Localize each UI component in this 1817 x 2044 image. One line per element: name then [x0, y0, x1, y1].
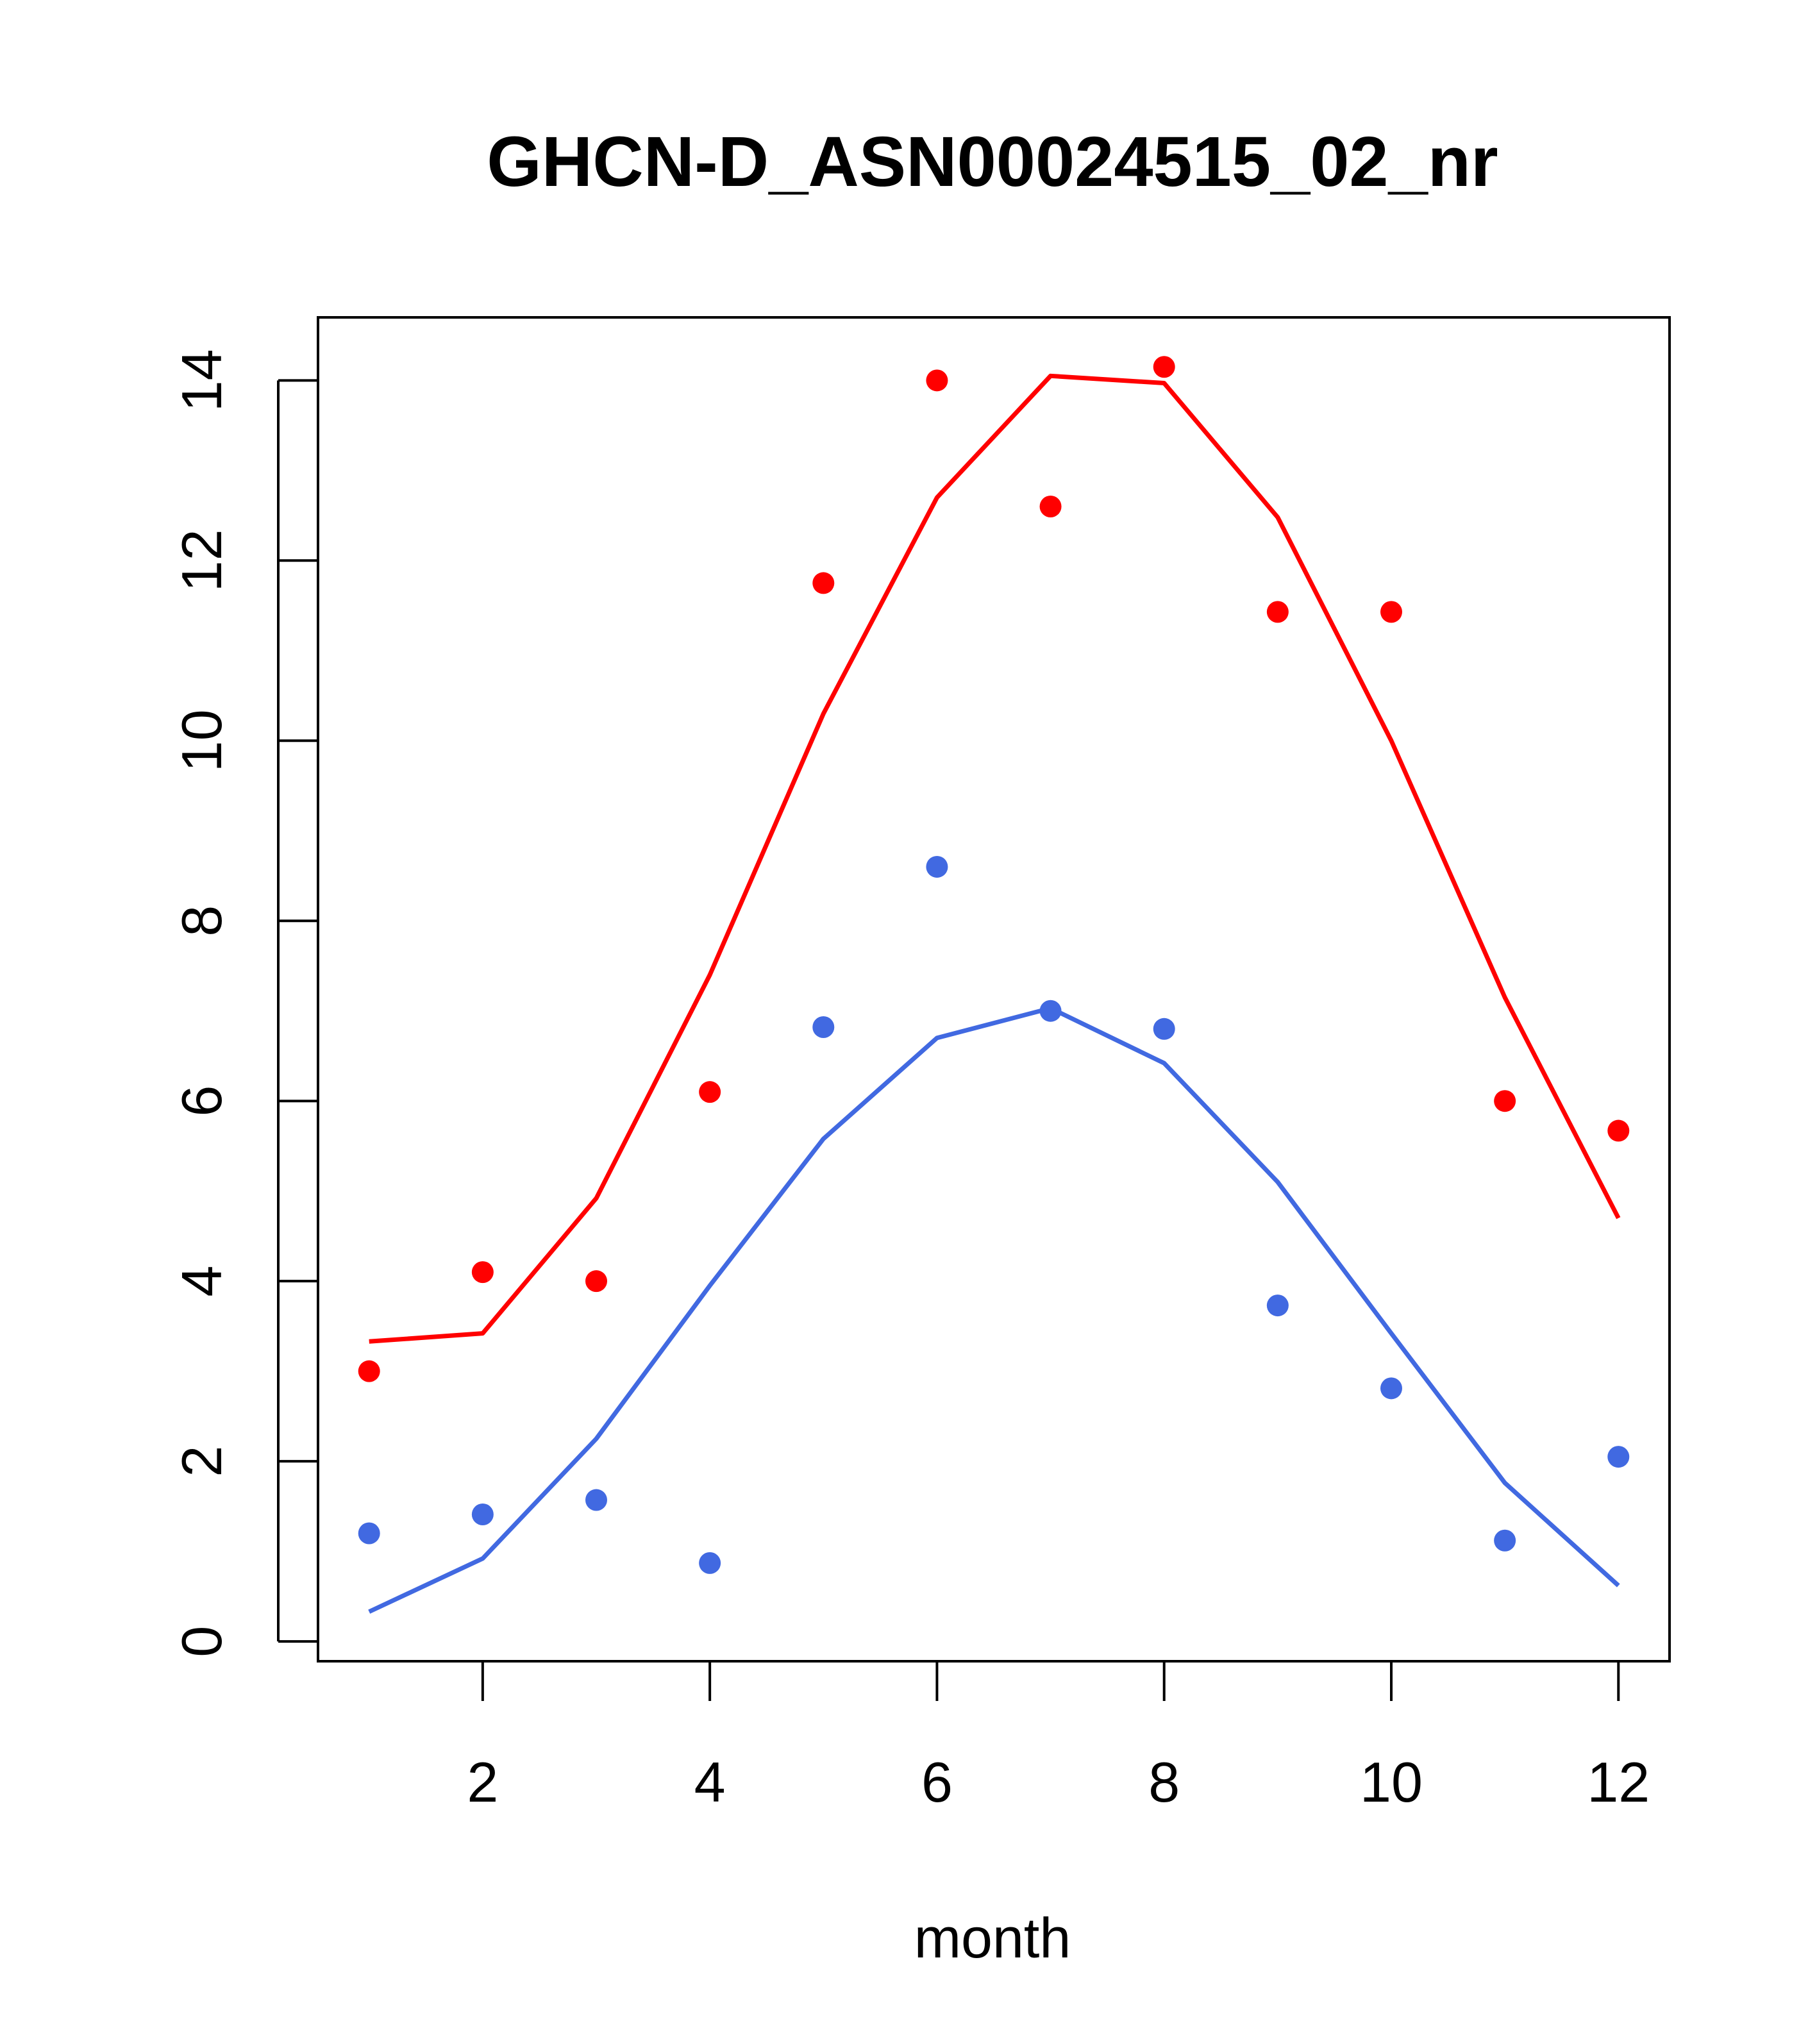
- data-point: [926, 855, 948, 878]
- x-tick-label: 2: [467, 1750, 498, 1814]
- y-tick-label: 2: [170, 1446, 233, 1477]
- data-point: [1153, 1018, 1175, 1040]
- data-point: [699, 1552, 721, 1574]
- series-line-1: [369, 373, 1621, 1344]
- x-tick-label: 10: [1360, 1750, 1423, 1814]
- data-point: [358, 1360, 380, 1382]
- y-tick-label: 14: [170, 349, 233, 412]
- data-point: [1039, 1000, 1062, 1022]
- y-tick-label: 4: [170, 1266, 233, 1297]
- data-point: [699, 1081, 721, 1103]
- data-point: [1266, 1294, 1289, 1317]
- y-tick-label: 0: [170, 1626, 233, 1657]
- data-point: [1494, 1090, 1516, 1112]
- data-point: [358, 1522, 380, 1545]
- x-tick-label: 4: [694, 1750, 726, 1814]
- data-point: [1607, 1119, 1630, 1142]
- data-point: [812, 1016, 835, 1039]
- x-tick-label: 6: [921, 1750, 953, 1814]
- data-point: [1380, 601, 1402, 623]
- data-point: [471, 1261, 494, 1284]
- data-point: [1153, 356, 1175, 378]
- y-tick-label: 10: [170, 709, 233, 772]
- data-point: [812, 572, 835, 594]
- x-axis: 2 4 6 8 10 12: [467, 1660, 1650, 1814]
- y-tick-label: 6: [170, 1085, 233, 1117]
- x-tick-label: 12: [1587, 1750, 1650, 1814]
- data-point: [585, 1489, 607, 1511]
- data-point: [1039, 496, 1062, 518]
- series-line-2: [368, 1006, 1620, 1614]
- x-tick-label: 8: [1148, 1750, 1180, 1814]
- chart-title: GHCN-D_ASN00024515_02_nr: [487, 122, 1498, 201]
- series-points: [358, 356, 1630, 1574]
- plot-frame: [317, 316, 1671, 1663]
- data-point: [926, 369, 948, 392]
- series-lines: [368, 373, 1621, 1614]
- data-point: [1266, 601, 1289, 623]
- y-axis: 0 2 4 6 8 10 12 14: [170, 349, 318, 1657]
- data-point: [585, 1270, 607, 1293]
- data-point: [1380, 1377, 1402, 1400]
- data-point: [1494, 1529, 1516, 1552]
- y-tick-label: 12: [170, 529, 233, 592]
- data-point: [1607, 1446, 1630, 1468]
- y-tick-label: 8: [170, 905, 233, 937]
- data-point: [471, 1504, 494, 1526]
- x-axis-label: month: [914, 1906, 1071, 1970]
